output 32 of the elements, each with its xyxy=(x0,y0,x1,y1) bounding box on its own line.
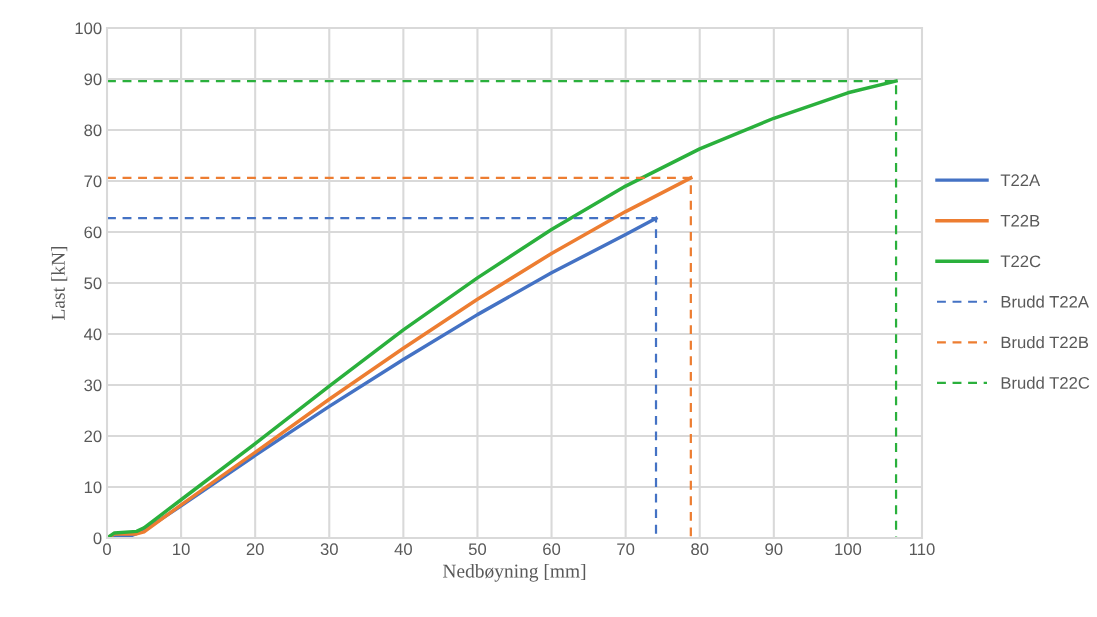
legend-label: Brudd T22C xyxy=(1001,376,1090,389)
legend-label: T22A xyxy=(1000,174,1041,186)
line-series xyxy=(107,79,898,538)
x-tick-label: 60 xyxy=(543,543,561,556)
legend-label: Brudd T22B xyxy=(1001,336,1089,349)
x-tick-label: 10 xyxy=(173,543,190,556)
y-tick-label: 30 xyxy=(84,379,102,392)
y-tick-label: 90 xyxy=(84,73,102,86)
y-tick-label: 20 xyxy=(84,430,102,443)
y-tick-label: 60 xyxy=(84,226,102,239)
x-tick-label: 70 xyxy=(617,543,635,556)
x-tick-label: 110 xyxy=(909,543,935,556)
y-tick-label: 40 xyxy=(83,328,102,341)
y-tick-label: 80 xyxy=(84,124,102,137)
x-tick-label: 30 xyxy=(320,543,338,556)
y-tick-label: 100 xyxy=(75,22,102,35)
y-tick-label: 70 xyxy=(84,175,102,188)
x-tick-label: 80 xyxy=(691,543,709,556)
x-axis-title: Nedbøyning [mm] xyxy=(442,563,586,582)
x-tick-label: 50 xyxy=(468,543,487,556)
legend-label: T22B xyxy=(1000,214,1040,227)
x-tick-label: 90 xyxy=(765,543,783,556)
legend-label: T22C xyxy=(1000,255,1041,268)
y-tick-label: 50 xyxy=(84,277,102,290)
y-axis-title: Last [kN] xyxy=(51,246,68,320)
x-tick-label: 40 xyxy=(394,543,412,556)
y-tick-label: 10 xyxy=(84,481,102,494)
x-tick-label: 0 xyxy=(103,543,111,556)
x-tick-label: 20 xyxy=(246,543,264,556)
y-tick-label: 0 xyxy=(93,532,102,545)
legend-label: Brudd T22A xyxy=(1001,295,1089,308)
x-tick-label: 100 xyxy=(835,543,862,556)
